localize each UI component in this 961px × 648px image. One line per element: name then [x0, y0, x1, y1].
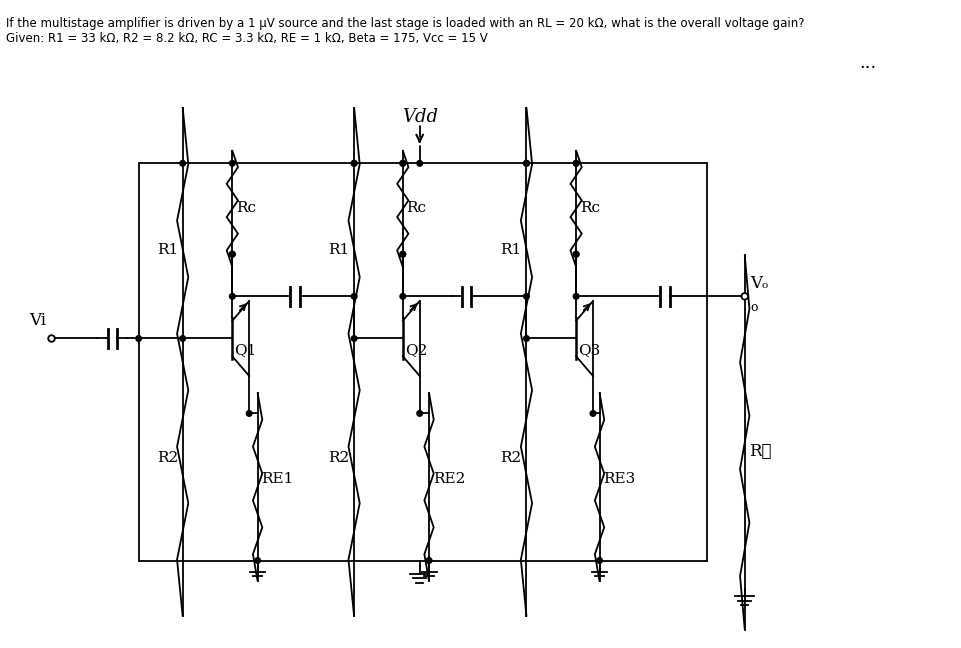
Text: R2: R2 [501, 452, 522, 465]
Circle shape [48, 335, 55, 341]
Circle shape [180, 161, 185, 166]
Text: R2: R2 [328, 452, 350, 465]
Circle shape [352, 161, 357, 166]
Circle shape [400, 251, 406, 257]
Text: Vi: Vi [29, 312, 46, 329]
Text: Rℓ: Rℓ [750, 443, 772, 460]
Text: Q1: Q1 [234, 343, 257, 357]
Text: Rc: Rc [579, 202, 600, 215]
Circle shape [574, 161, 579, 166]
Text: Vₒ: Vₒ [751, 275, 769, 292]
Circle shape [230, 161, 235, 166]
Text: If the multistage amplifier is driven by a 1 μV source and the last stage is loa: If the multistage amplifier is driven by… [6, 17, 804, 30]
Circle shape [400, 161, 406, 166]
Circle shape [524, 294, 530, 299]
Circle shape [352, 161, 357, 166]
Circle shape [400, 294, 406, 299]
Circle shape [574, 251, 579, 257]
Text: R1: R1 [157, 244, 178, 257]
Text: o: o [751, 301, 758, 314]
Circle shape [417, 411, 423, 416]
Text: Given: R1 = 33 kΩ, R2 = 8.2 kΩ, RC = 3.3 kΩ, RE = 1 kΩ, Beta = 175, Vcc = 15 V: Given: R1 = 33 kΩ, R2 = 8.2 kΩ, RC = 3.3… [6, 32, 487, 45]
Circle shape [246, 411, 252, 416]
Circle shape [427, 558, 431, 563]
Circle shape [352, 294, 357, 299]
Text: ...: ... [858, 54, 875, 71]
Circle shape [742, 293, 748, 299]
Circle shape [574, 294, 579, 299]
Text: RE1: RE1 [261, 472, 294, 486]
Circle shape [255, 558, 260, 563]
Circle shape [417, 161, 423, 166]
Text: RE3: RE3 [604, 472, 635, 486]
Circle shape [590, 411, 596, 416]
Text: Rc: Rc [407, 202, 427, 215]
Circle shape [352, 336, 357, 341]
Circle shape [742, 294, 748, 299]
Text: Rc: Rc [236, 202, 256, 215]
Circle shape [574, 251, 579, 257]
Circle shape [524, 161, 530, 166]
Text: R2: R2 [157, 452, 178, 465]
Text: Q2: Q2 [405, 343, 427, 357]
Circle shape [230, 251, 235, 257]
Text: R1: R1 [328, 244, 350, 257]
Text: Vdd: Vdd [402, 108, 437, 126]
Circle shape [230, 251, 235, 257]
Circle shape [180, 336, 185, 341]
Circle shape [597, 558, 603, 563]
Text: RE2: RE2 [432, 472, 465, 486]
Circle shape [524, 161, 530, 166]
Circle shape [574, 161, 579, 166]
Circle shape [400, 251, 406, 257]
Circle shape [136, 336, 141, 341]
Circle shape [524, 336, 530, 341]
Text: Q3: Q3 [578, 343, 601, 357]
Text: R1: R1 [501, 244, 522, 257]
Circle shape [400, 161, 406, 166]
Circle shape [230, 294, 235, 299]
